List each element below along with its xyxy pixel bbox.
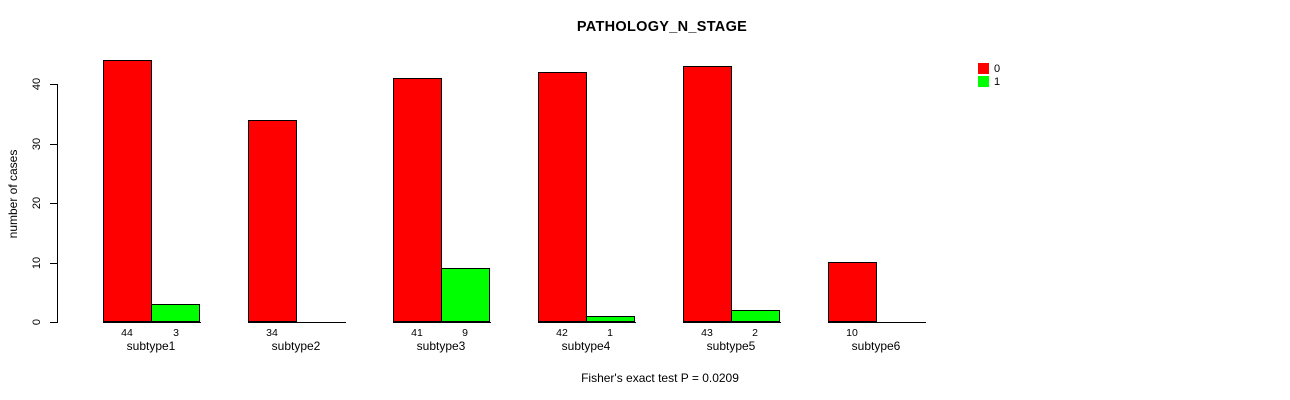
bar-subtype1-series-1 [151, 304, 200, 322]
bar-value-label: 43 [701, 327, 713, 339]
category-label-subtype3: subtype3 [416, 339, 466, 353]
y-tick-label: 20 [31, 196, 43, 210]
y-axis-line [57, 84, 58, 323]
y-tick [50, 322, 57, 323]
y-tick [50, 203, 57, 204]
legend-swatch-1 [978, 76, 989, 87]
legend-item-1: 1 [978, 75, 1000, 88]
fisher-test-annotation: Fisher's exact test P = 0.0209 [581, 371, 739, 385]
bar-subtype1-series-0 [103, 60, 152, 322]
bar-subtype6-series-0 [828, 262, 877, 322]
bar-value-label: 1 [607, 327, 613, 339]
legend-item-0: 0 [978, 62, 1000, 75]
category-label-subtype5: subtype5 [706, 339, 756, 353]
legend-label: 1 [994, 75, 1001, 88]
bar-subtype4-series-0 [538, 72, 587, 322]
legend-swatch-0 [978, 63, 989, 74]
y-tick [50, 144, 57, 145]
bar-value-label: 10 [846, 327, 858, 339]
bar-value-label: 2 [752, 327, 758, 339]
bar-subtype5-series-0 [683, 66, 732, 322]
group-baseline [248, 322, 346, 323]
bar-value-label: 9 [462, 327, 468, 339]
y-tick [50, 263, 57, 264]
bar-value-label: 41 [411, 327, 423, 339]
bar-value-label: 3 [173, 327, 179, 339]
bar-subtype3-series-1 [441, 268, 490, 322]
group-baseline [683, 322, 781, 323]
category-label-subtype4: subtype4 [561, 339, 611, 353]
bar-value-label: 34 [266, 327, 278, 339]
bar-subtype4-series-1 [586, 316, 635, 322]
bar-subtype5-series-1 [731, 310, 780, 322]
y-axis-title: number of cases [6, 149, 20, 239]
group-baseline [103, 322, 201, 323]
y-tick-label: 40 [31, 77, 43, 91]
y-tick [50, 84, 57, 85]
group-baseline [828, 322, 926, 323]
group-baseline [393, 322, 491, 323]
bar-subtype3-series-0 [393, 78, 442, 322]
y-tick-label: 10 [31, 256, 43, 270]
bar-subtype2-series-0 [248, 120, 297, 322]
category-label-subtype1: subtype1 [126, 339, 176, 353]
category-label-subtype6: subtype6 [851, 339, 901, 353]
y-tick-label: 30 [31, 137, 43, 151]
bar-value-label: 42 [556, 327, 568, 339]
legend-label: 0 [994, 62, 1001, 75]
chart-title: PATHOLOGY_N_STAGE [576, 19, 748, 35]
bar-value-label: 44 [121, 327, 133, 339]
category-label-subtype2: subtype2 [271, 339, 321, 353]
group-baseline [538, 322, 636, 323]
y-tick-label: 0 [31, 318, 43, 326]
